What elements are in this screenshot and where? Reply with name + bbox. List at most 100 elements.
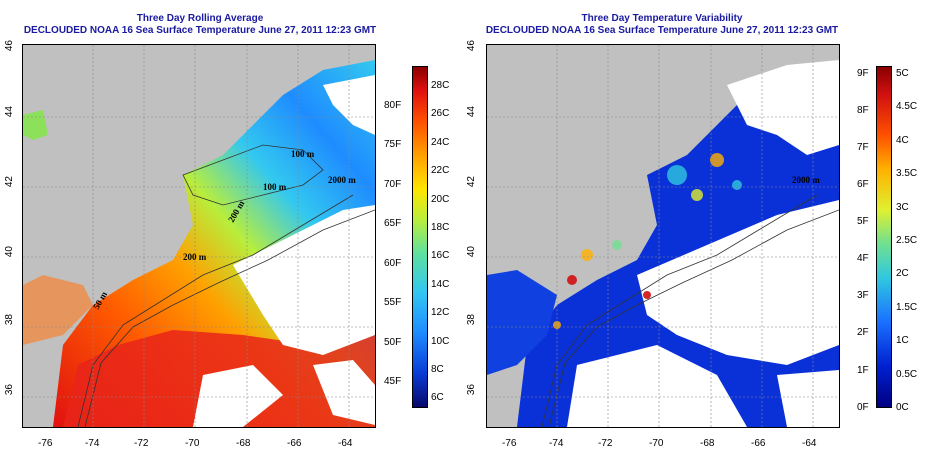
cbar-label-c: 1C [896,335,909,346]
contour-label: 2000 m [792,175,820,185]
cbar-label-c: 0.5C [896,369,918,380]
ocean-variability-west [487,270,557,375]
cbar-label-c: 16C [431,250,450,261]
x-tick: -70 [185,438,200,449]
cloud-mask-2 [727,60,839,155]
graticule [23,45,375,427]
cbar-label-f: 7F [857,142,869,153]
cbar-label-f: 1F [857,365,869,376]
right-title-main: Three Day Temperature Variability [581,13,743,24]
cbar-label-c: 1.5C [896,302,918,313]
x-tick: -72 [134,438,149,449]
y-tick: 36 [466,384,477,396]
x-tick: -74 [85,438,100,449]
sst-colorbar [412,66,428,408]
y-tick: 46 [466,40,477,52]
x-tick: -76 [38,438,53,449]
y-tick: 44 [4,106,15,118]
graticule [487,45,839,427]
x-tick: -64 [338,438,353,449]
cbar-label-c: 6C [431,392,444,403]
x-tick: -66 [751,438,766,449]
cbar-label-f: 2F [857,327,869,338]
contour-label: 100 m [291,149,315,159]
cbar-label-c: 0C [896,402,909,413]
cloud-mask-4 [777,370,839,427]
cbar-label-f: 70F [384,179,402,190]
coastal-strip [23,275,93,345]
cloud-mask [637,200,839,365]
cbar-label-c: 28C [431,80,450,91]
cbar-label-c: 8C [431,364,444,375]
cbar-label-c: 18C [431,222,450,233]
variability-hotspots [553,153,742,329]
cbar-label-c: 2.5C [896,235,918,246]
right-map-variability[interactable]: 2000 m [486,44,840,428]
contour-label: 200 m [183,252,207,262]
northwest-patch [23,110,48,140]
contour-label: 2000 m [328,175,356,185]
bathymetry-contour [541,194,818,427]
cloud-mask [233,205,375,355]
cbar-label-c: 10C [431,336,450,347]
cbar-label-f: 0F [857,402,869,413]
cloud-mask-3 [193,365,283,427]
cbar-label-f: 9F [857,68,869,79]
cbar-label-c: 3.5C [896,168,918,179]
cbar-label-c: 2C [896,268,909,279]
y-tick: 40 [4,246,15,258]
cbar-label-f: 80F [384,100,402,111]
left-title-main: Three Day Rolling Average [136,13,264,24]
cbar-label-f: 65F [384,218,402,229]
bathymetry-contour-3 [182,144,324,206]
x-tick: -66 [287,438,302,449]
y-tick: 38 [4,314,15,326]
x-tick: -68 [700,438,715,449]
y-tick: 44 [466,106,477,118]
x-tick: -64 [802,438,817,449]
cbar-label-f: 75F [384,139,402,150]
bathymetry-contour-2 [548,209,839,427]
left-map-svg: 100 m 2000 m 100 m 200 m 200 m 50 m [23,45,375,427]
cbar-label-f: 55F [384,297,402,308]
cbar-label-f: 50F [384,337,402,348]
cbar-label-c: 24C [431,137,450,148]
cbar-label-f: 8F [857,105,869,116]
contour-label: 100 m [263,182,287,192]
cbar-label-c: 12C [431,307,450,318]
cloud-mask-4 [313,360,375,425]
cbar-label-c: 4C [896,135,909,146]
x-tick: -68 [236,438,251,449]
y-tick: 42 [4,176,15,188]
cbar-label-c: 5C [896,68,909,79]
cbar-label-f: 6F [857,179,869,190]
cbar-label-f: 3F [857,290,869,301]
left-title-sub: DECLOUDED NOAA 16 Sea Surface Temperatur… [23,25,377,36]
y-tick: 36 [4,384,15,396]
cloud-mask-3 [567,345,747,427]
y-tick: 46 [4,40,15,52]
cbar-label-c: 4.5C [896,101,918,112]
x-tick: -76 [502,438,517,449]
x-tick: -70 [649,438,664,449]
bathymetry-contour-2 [84,209,375,427]
variability-colorbar [876,66,892,408]
right-map-svg: 2000 m [487,45,839,427]
left-map-sst[interactable]: 100 m 2000 m 100 m 200 m 200 m 50 m [22,44,376,428]
left-panel-title: Three Day Rolling Average DECLOUDED NOAA… [0,13,400,37]
cbar-label-c: 22C [431,165,450,176]
cbar-label-f: 45F [384,376,402,387]
cbar-label-f: 4F [857,253,869,264]
x-tick: -72 [598,438,613,449]
cbar-label-c: 14C [431,279,450,290]
cbar-label-c: 3C [896,202,909,213]
right-title-sub: DECLOUDED NOAA 16 Sea Surface Temperatur… [485,25,839,36]
cbar-label-c: 26C [431,108,450,119]
cbar-label-c: 20C [431,194,450,205]
cbar-label-f: 5F [857,216,869,227]
right-panel-title: Three Day Temperature Variability DECLOU… [462,13,862,37]
y-tick: 40 [466,246,477,258]
cbar-label-f: 60F [384,258,402,269]
x-tick: -74 [549,438,564,449]
bathymetry-contour [77,194,354,427]
